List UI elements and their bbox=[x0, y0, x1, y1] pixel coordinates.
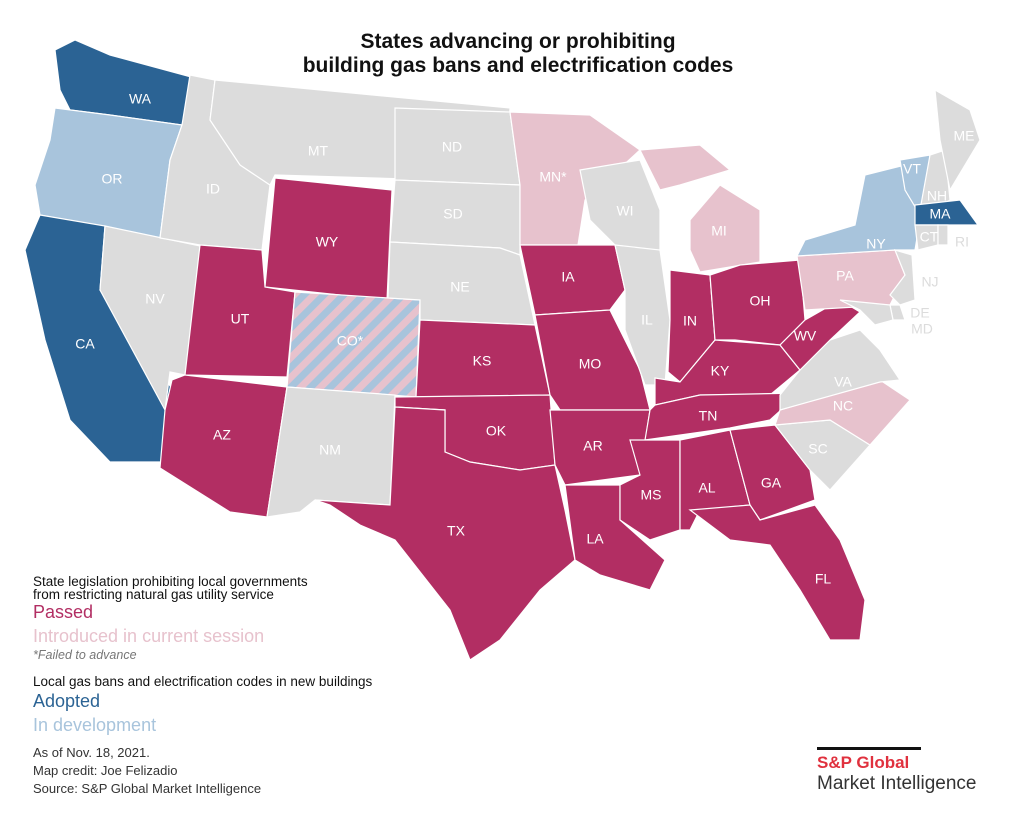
state-label-ny: NY bbox=[866, 236, 886, 252]
map-credit: Map credit: Joe Felizadio bbox=[33, 763, 178, 778]
state-label-nh: NH bbox=[927, 188, 947, 204]
state-tx bbox=[314, 406, 576, 661]
legend-heading-gas-bans: Local gas bans and electrification codes… bbox=[33, 674, 373, 689]
state-label-ok: OK bbox=[486, 423, 507, 439]
state-label-in: IN bbox=[683, 313, 697, 329]
sp-global-logo: S&P Global Market Intelligence bbox=[817, 747, 976, 795]
state-label-or: OR bbox=[102, 171, 123, 187]
legend-introduced: Introduced in current session bbox=[33, 626, 265, 646]
legend-heading-line: from restricting natural gas utility ser… bbox=[33, 587, 274, 602]
legend-heading-line: State legislation prohibiting local gove… bbox=[33, 574, 308, 589]
state-label-de: DE bbox=[910, 305, 929, 321]
state-az bbox=[159, 374, 288, 518]
state-mi bbox=[689, 184, 761, 273]
state-label-pa: PA bbox=[836, 268, 854, 284]
state-label-wv: WV bbox=[794, 328, 817, 344]
state-label-id: ID bbox=[206, 181, 220, 197]
state-label-nm: NM bbox=[319, 442, 341, 458]
state-label-fl: FL bbox=[815, 571, 832, 587]
state-label-ga: GA bbox=[761, 475, 782, 491]
state-me bbox=[934, 88, 981, 192]
state-label-ca: CA bbox=[75, 336, 95, 352]
logo-bar bbox=[817, 747, 921, 750]
state-ri bbox=[937, 224, 949, 246]
state-label-sc: SC bbox=[808, 441, 827, 457]
title-line-2: building gas bans and electrification co… bbox=[302, 54, 734, 77]
state-ma bbox=[914, 199, 980, 226]
state-fl bbox=[688, 504, 866, 641]
state-label-la: LA bbox=[586, 531, 604, 547]
legend-heading-legislation: State legislation prohibiting local gove… bbox=[33, 574, 372, 602]
state-label-al: AL bbox=[698, 480, 715, 496]
state-label-vt: VT bbox=[903, 161, 921, 177]
state-label-ri: RI bbox=[955, 234, 969, 250]
state-label-wi: WI bbox=[616, 203, 633, 219]
state-label-nj: NJ bbox=[921, 274, 938, 290]
logo-line-2: Market Intelligence bbox=[817, 773, 977, 794]
state-label-ks: KS bbox=[473, 353, 492, 369]
state-label-ia: IA bbox=[561, 269, 575, 285]
as-of-date: As of Nov. 18, 2021. bbox=[33, 745, 150, 760]
state-label-ma: MA bbox=[930, 206, 952, 222]
state-label-mn: MN* bbox=[539, 169, 567, 185]
state-ia bbox=[519, 244, 626, 316]
footer-notes: As of Nov. 18, 2021. Map credit: Joe Fel… bbox=[33, 744, 261, 798]
legend: State legislation prohibiting local gove… bbox=[33, 575, 372, 736]
state-label-il: IL bbox=[641, 312, 653, 328]
logo-line-1: S&P Global bbox=[817, 753, 910, 772]
legend-in-development: In development bbox=[33, 715, 157, 735]
state-label-ne: NE bbox=[450, 279, 469, 295]
state-wv bbox=[779, 299, 861, 371]
state-label-ct: CT bbox=[920, 229, 939, 245]
state-label-sd: SD bbox=[443, 206, 462, 222]
state-label-tn: TN bbox=[699, 408, 718, 424]
state-label-nv: NV bbox=[145, 291, 165, 307]
legend-passed: Passed bbox=[33, 602, 94, 622]
state-label-az: AZ bbox=[213, 427, 231, 443]
state-label-wa: WA bbox=[129, 91, 152, 107]
state-label-nd: ND bbox=[442, 139, 462, 155]
state-label-nc: NC bbox=[833, 398, 853, 414]
state-label-va: VA bbox=[834, 374, 852, 390]
state-label-tx: TX bbox=[447, 523, 466, 539]
state-label-mo: MO bbox=[579, 356, 602, 372]
state-label-oh: OH bbox=[750, 293, 771, 309]
state-mi bbox=[639, 144, 732, 191]
map-title: States advancing or prohibiting building… bbox=[0, 30, 1036, 78]
title-line-1: States advancing or prohibiting bbox=[360, 30, 676, 53]
legend-adopted: Adopted bbox=[33, 691, 101, 711]
state-mn bbox=[509, 111, 641, 246]
state-label-ar: AR bbox=[583, 438, 602, 454]
state-label-co: CO* bbox=[337, 333, 364, 349]
source: Source: S&P Global Market Intelligence bbox=[33, 781, 262, 796]
state-label-wy: WY bbox=[316, 234, 339, 250]
state-label-ms: MS bbox=[641, 487, 662, 503]
state-label-ut: UT bbox=[231, 311, 250, 327]
state-ar bbox=[549, 409, 651, 486]
legend-failed-note: *Failed to advance bbox=[33, 648, 137, 662]
state-label-md: MD bbox=[911, 321, 933, 337]
state-md bbox=[839, 299, 894, 326]
state-label-me: ME bbox=[954, 128, 975, 144]
state-label-mt: MT bbox=[308, 143, 329, 159]
state-label-ky: KY bbox=[711, 363, 730, 379]
state-label-mi: MI bbox=[711, 223, 727, 239]
